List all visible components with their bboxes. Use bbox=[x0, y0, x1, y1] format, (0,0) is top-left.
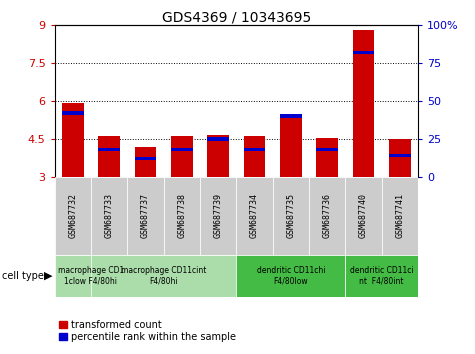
Text: GSM687736: GSM687736 bbox=[323, 193, 332, 239]
Text: GSM687734: GSM687734 bbox=[250, 193, 259, 239]
Bar bbox=[280, 114, 302, 118]
Text: macrophage CD1
1clow F4/80hi: macrophage CD1 1clow F4/80hi bbox=[58, 267, 124, 286]
FancyBboxPatch shape bbox=[163, 177, 200, 255]
Bar bbox=[316, 138, 338, 177]
FancyBboxPatch shape bbox=[91, 177, 127, 255]
Bar bbox=[280, 116, 302, 177]
Text: macrophage CD11cint
F4/80hi: macrophage CD11cint F4/80hi bbox=[121, 267, 206, 286]
FancyBboxPatch shape bbox=[345, 177, 381, 255]
Bar bbox=[134, 157, 156, 160]
Text: GSM687735: GSM687735 bbox=[286, 193, 295, 239]
Bar bbox=[316, 148, 338, 151]
Bar bbox=[352, 30, 374, 177]
Bar bbox=[389, 154, 411, 158]
Bar bbox=[389, 139, 411, 177]
Bar bbox=[244, 148, 266, 151]
Bar bbox=[244, 136, 266, 177]
Bar bbox=[98, 136, 120, 177]
FancyBboxPatch shape bbox=[127, 177, 163, 255]
Text: dendritic CD11chi
F4/80low: dendritic CD11chi F4/80low bbox=[256, 267, 325, 286]
Text: GSM687732: GSM687732 bbox=[68, 193, 77, 239]
Legend: transformed count, percentile rank within the sample: transformed count, percentile rank withi… bbox=[59, 320, 236, 342]
Bar bbox=[207, 135, 229, 177]
FancyBboxPatch shape bbox=[273, 177, 309, 255]
Bar bbox=[237, 255, 345, 297]
Text: GSM687741: GSM687741 bbox=[395, 193, 404, 239]
Text: GSM687738: GSM687738 bbox=[177, 193, 186, 239]
Bar bbox=[171, 136, 193, 177]
Bar bbox=[171, 148, 193, 151]
Bar bbox=[345, 255, 418, 297]
Bar bbox=[207, 137, 229, 141]
Bar bbox=[91, 255, 237, 297]
Text: dendritic CD11ci
nt  F4/80int: dendritic CD11ci nt F4/80int bbox=[350, 267, 413, 286]
Bar bbox=[98, 148, 120, 151]
Text: GSM687733: GSM687733 bbox=[104, 193, 114, 239]
Bar bbox=[55, 255, 127, 297]
Text: ▶: ▶ bbox=[44, 271, 52, 281]
Text: GSM687737: GSM687737 bbox=[141, 193, 150, 239]
FancyBboxPatch shape bbox=[237, 177, 273, 255]
Bar bbox=[62, 103, 84, 177]
Bar bbox=[134, 147, 156, 177]
Text: GSM687740: GSM687740 bbox=[359, 193, 368, 239]
FancyBboxPatch shape bbox=[200, 177, 237, 255]
FancyBboxPatch shape bbox=[309, 177, 345, 255]
FancyBboxPatch shape bbox=[55, 177, 91, 255]
Bar bbox=[352, 51, 374, 54]
FancyBboxPatch shape bbox=[381, 177, 418, 255]
Bar bbox=[62, 112, 84, 115]
Text: GSM687739: GSM687739 bbox=[214, 193, 223, 239]
Text: cell type: cell type bbox=[2, 271, 44, 281]
Text: GDS4369 / 10343695: GDS4369 / 10343695 bbox=[162, 11, 311, 25]
